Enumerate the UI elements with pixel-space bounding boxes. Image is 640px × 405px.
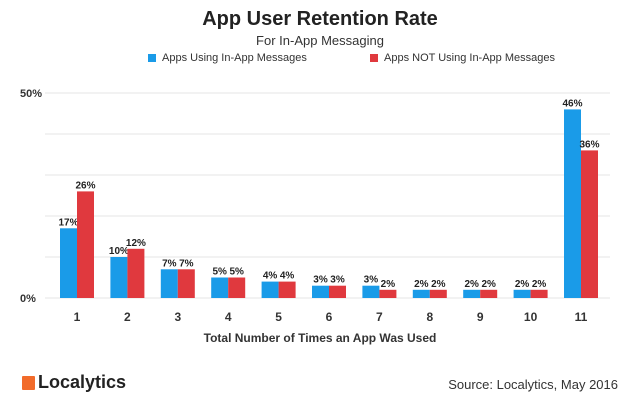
x-tick-label: 7 — [376, 310, 383, 324]
data-label: 5% — [229, 267, 244, 278]
bar-not-using — [581, 150, 598, 298]
bar-using — [211, 277, 229, 298]
data-label: 2% — [381, 279, 396, 290]
chart-subtitle: For In-App Messaging — [256, 33, 384, 48]
data-label: 2% — [464, 279, 479, 290]
data-label: 4% — [263, 271, 278, 282]
brand-logo: Localytics — [22, 372, 126, 393]
legend-item-using: Apps Using In-App Messages — [148, 52, 307, 64]
legend-swatch-blue — [148, 54, 156, 62]
x-tick-label: 4 — [225, 310, 232, 324]
x-tick-label: 1 — [74, 310, 81, 324]
bar-using — [110, 257, 128, 298]
data-label: 4% — [280, 271, 295, 282]
legend-label: Apps Using In-App Messages — [162, 52, 307, 64]
data-label: 5% — [212, 267, 227, 278]
bar-using — [312, 285, 329, 298]
x-tick-label: 2 — [124, 310, 131, 324]
bar-not-using — [77, 191, 94, 298]
data-label: 26% — [75, 180, 95, 191]
y-tick-label: 0% — [20, 293, 36, 305]
bar-using — [160, 269, 178, 298]
x-tick-label: 11 — [575, 310, 588, 324]
x-tick-label: 9 — [477, 310, 484, 324]
data-label: 3% — [313, 275, 328, 286]
chart-title: App User Retention Rate — [202, 8, 438, 30]
legend-label: Apps NOT Using In-App Messages — [384, 52, 555, 64]
x-tick-label: 5 — [275, 310, 282, 324]
bar-using — [60, 228, 77, 298]
bar-not-using — [480, 289, 498, 298]
bar-not-using — [429, 289, 447, 298]
data-label: 3% — [364, 275, 379, 286]
source-note: Source: Localytics, May 2016 — [448, 377, 618, 392]
bar-using — [513, 289, 531, 298]
x-axis-label: Total Number of Times an App Was Used — [204, 331, 437, 345]
bar-using — [412, 289, 430, 298]
data-label: 2% — [481, 279, 496, 290]
data-label: 17% — [58, 217, 78, 228]
bar-using — [463, 289, 481, 298]
data-label: 2% — [515, 279, 530, 290]
x-tick-label: 3 — [174, 310, 181, 324]
bar-using — [362, 285, 380, 298]
x-tick-label: 6 — [326, 310, 333, 324]
data-label: 46% — [562, 98, 582, 109]
bar-not-using — [177, 269, 195, 298]
y-tick-label: 50% — [20, 88, 42, 100]
data-label: 36% — [579, 139, 599, 150]
legend-item-not-using: Apps NOT Using In-App Messages — [370, 52, 555, 64]
x-tick-label: 8 — [426, 310, 433, 324]
legend-swatch-red — [370, 54, 378, 62]
data-label: 2% — [431, 279, 446, 290]
bar-not-using — [278, 281, 296, 298]
brand-name: Localytics — [38, 372, 127, 392]
data-label: 2% — [532, 279, 547, 290]
bar-not-using — [127, 248, 145, 298]
data-label: 7% — [179, 258, 194, 269]
data-label: 10% — [109, 246, 129, 257]
x-tick-label: 10 — [524, 310, 538, 324]
bar-using — [564, 109, 581, 299]
bar-not-using — [379, 289, 397, 298]
data-label: 12% — [126, 238, 146, 249]
data-label: 3% — [330, 275, 345, 286]
bar-not-using — [530, 289, 548, 298]
bar-using — [261, 281, 279, 298]
data-label: 7% — [162, 258, 177, 269]
bar-not-using — [329, 285, 346, 298]
localytics-logo-icon — [22, 375, 35, 390]
data-label: 2% — [414, 279, 429, 290]
bar-not-using — [228, 277, 246, 298]
